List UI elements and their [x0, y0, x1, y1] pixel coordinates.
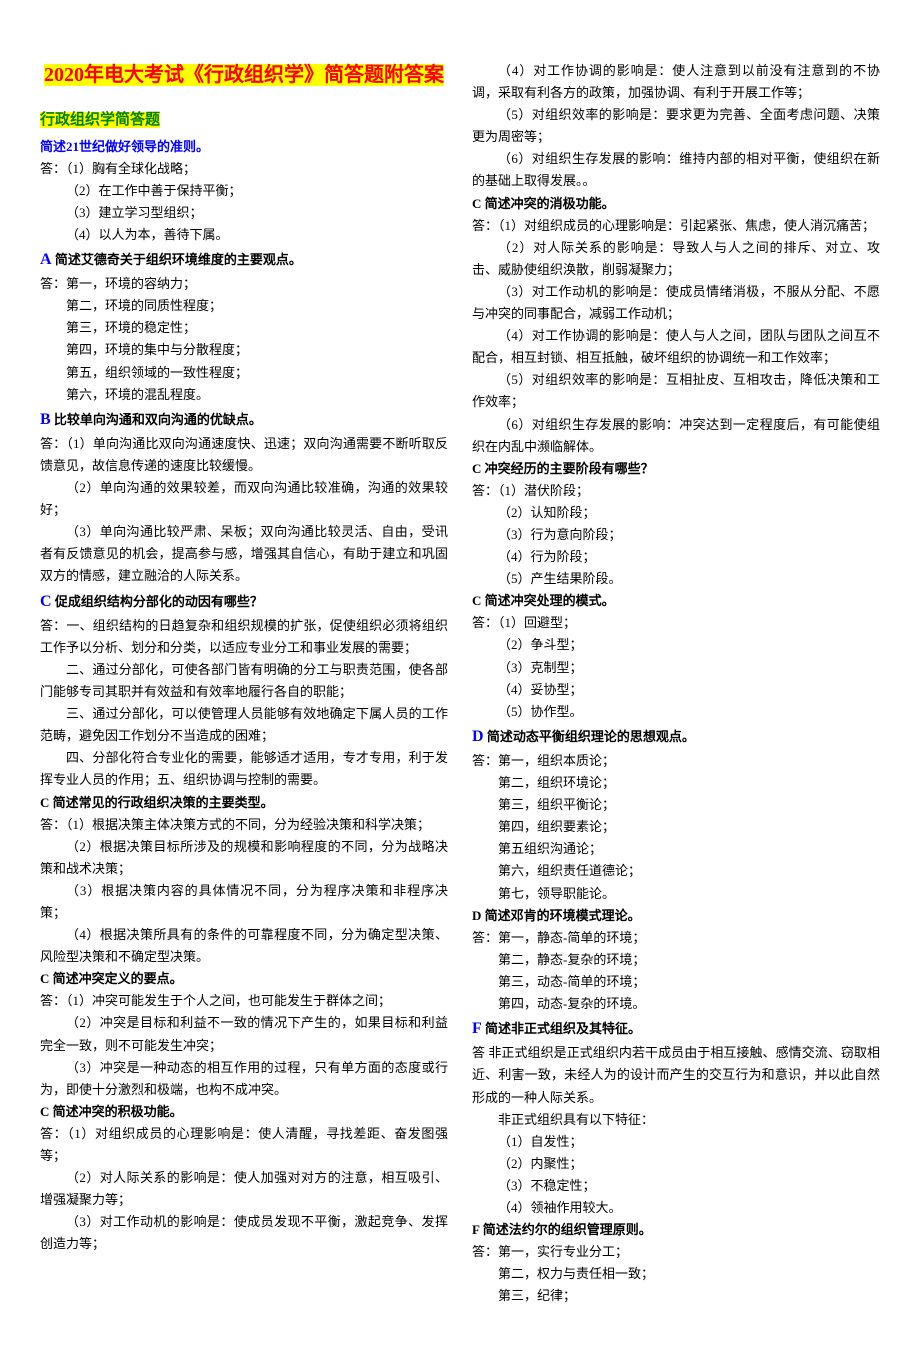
qA-a0: 答：第一，环境的容纳力； [40, 273, 448, 295]
qF1-a0: （1）自发性； [472, 1131, 880, 1153]
right-column: （4）对工作协调的影响是：使人注意到以前没有注意到的不协调，采取有利各方的政策，… [472, 60, 880, 1307]
qC2-a2: （3）根据决策内容的具体情况不同，分为程序决策和非程序决策； [40, 880, 448, 924]
qB-title: 比较单向沟通和双向沟通的优缺点。 [54, 412, 262, 427]
qF1-letter: F [472, 1020, 482, 1037]
qC5-a5: （6）对组织生存发展的影响：冲突达到一定程度后，有可能使组织在内乱中濒临解体。 [472, 414, 880, 458]
qB-a1: （2）单向沟通的效果较差，而双向沟通比较准确，沟通的效果较好； [40, 477, 448, 521]
left-column: 2020年电大考试《行政组织学》简答题附答案 行政组织学简答题 简述21世纪做好… [40, 60, 448, 1307]
qC4-title: C 简述冲突的积极功能。 [40, 1101, 448, 1123]
qA-a5: 第六，环境的混乱程度。 [40, 384, 448, 406]
qC7-a1: （2）争斗型； [472, 634, 880, 656]
qC2-a0: 答：（1）根据决策主体决策方式的不同，分为经验决策和科学决策； [40, 814, 448, 836]
qD2-a0: 答：第一，静态-简单的环境； [472, 927, 880, 949]
qC5-a1: （2）对人际关系的影响是：导致人与人之间的排斥、对立、攻击、威胁使组织涣散，削弱… [472, 237, 880, 281]
qC1-title: 促成组织结构分部化的动因有哪些？ [55, 594, 263, 609]
qD1-a5: 第六，组织责任道德论； [472, 860, 880, 882]
qF1-intro: 答 非正式组织是正式组织内若干成员由于相互接触、感情交流、窃取相近、利害一致，未… [472, 1042, 880, 1108]
qA-letter: A [40, 251, 52, 268]
qC5-a4: （5）对组织效率的影响是：互相扯皮、互相攻击，降低决策和工作效率； [472, 369, 880, 413]
qC2-a3: （4）根据决策所具有的条件的可靠程度不同，分为确定型决策、风险型决策和不确定型决… [40, 924, 448, 968]
qC2-a1: （2）根据决策目标所涉及的规模和影响程度的不同，分为战略决策和战术决策； [40, 836, 448, 880]
title-text: 年电大考试《行政组织学》简答题附答案 [84, 64, 444, 86]
qC6-title: C 冲突经历的主要阶段有哪些？ [472, 458, 880, 480]
qC4c-0: （4）对工作协调的影响是：使人注意到以前没有注意到的不协调，采取有利各方的政策，… [472, 60, 880, 104]
qB-a2: （3）单向沟通比较严肃、呆板；双向沟通比较灵活、自由，受讯者有反馈意见的机会，提… [40, 521, 448, 587]
qD2-a3: 第四，动态-复杂的环境。 [472, 993, 880, 1015]
qC3-title: C 简述冲突定义的要点。 [40, 968, 448, 990]
qC7-a4: （5）协作型。 [472, 701, 880, 723]
qF2-a1: 第二，权力与责任相一致； [472, 1263, 880, 1285]
qF2-a2: 第三，纪律； [472, 1285, 880, 1307]
section-header: 行政组织学简答题 [40, 112, 160, 128]
qC2-title: C 简述常见的行政组织决策的主要类型。 [40, 792, 448, 814]
q0-a2: （3）建立学习型组织； [40, 202, 448, 224]
qF2-a0: 答：第一，实行专业分工； [472, 1241, 880, 1263]
qC1-a3: 四、分部化符合专业化的需要，能够适才适用，专才专用，利于发挥专业人员的作用；五、… [40, 747, 448, 791]
qD1-a0: 答：第一，组织本质论； [472, 750, 880, 772]
qD2-a2: 第三，动态-简单的环境； [472, 971, 880, 993]
title-year: 2020 [44, 64, 84, 86]
qD2-a1: 第二，静态-复杂的环境； [472, 949, 880, 971]
qC5-a2: （3）对工作动机的影响是：使成员情绪消极，不服从分配、不愿与冲突的同事配合，减弱… [472, 281, 880, 325]
q0-a1: （2）在工作中善于保持平衡； [40, 180, 448, 202]
qC7-a0: 答：（1）回避型； [472, 612, 880, 634]
qD1-a6: 第七，领导职能论。 [472, 883, 880, 905]
qD1-a3: 第四，组织要素论； [472, 816, 880, 838]
qD1-letter: D [472, 728, 484, 745]
q0-a0: 答：（1）胸有全球化战略； [40, 158, 448, 180]
section-header-wrap: 行政组织学简答题 [40, 108, 448, 134]
qC1-a0: 答：一、组织结构的日趋复杂和组织规模的扩张，促使组织必须将组织工作予以分析、划分… [40, 615, 448, 659]
qF1-a2: （3）不稳定性； [472, 1175, 880, 1197]
qC7-title: C 简述冲突处理的模式。 [472, 590, 880, 612]
q0-a3: （4）以人为本，善待下属。 [40, 224, 448, 246]
qC5-a0: 答：（1）对组织成员的心理影响是：引起紧张、焦虑，使人消沉痛苦； [472, 215, 880, 237]
qC4c-1: （5）对组织效率的影响是：要求更为完善、全面考虑问题、决策更为周密等； [472, 104, 880, 148]
qD1-a2: 第三，组织平衡论； [472, 794, 880, 816]
qC1-heading: C 促成组织结构分部化的动因有哪些？ [40, 588, 448, 615]
qF1-a3: （4）领袖作用较大。 [472, 1197, 880, 1219]
qC5-a3: （4）对工作协调的影响是：使人与人之间，团队与团队之间互不配合，相互封锁、相互抵… [472, 325, 880, 369]
qD1-title: 简述动态平衡组织理论的思想观点。 [487, 729, 695, 744]
qF1-a1: （2）内聚性； [472, 1153, 880, 1175]
qC4c-2: （6）对组织生存发展的影响：维持内部的相对平衡，使组织在新的基础上取得发展。。 [472, 148, 880, 192]
qC6-a0: 答：（1）潜伏阶段； [472, 480, 880, 502]
qD1-a4: 第五组织沟通论； [472, 838, 880, 860]
qC4-a0: 答：（1）对组织成员的心理影响是：使人清醒，寻找差距、奋发图强等； [40, 1123, 448, 1167]
q0-title: 简述21世纪做好领导的准则。 [40, 136, 448, 158]
qC3-a1: （2）冲突是目标和利益不一致的情况下产生的，如果目标和利益完全一致，则不可能发生… [40, 1012, 448, 1056]
qB-letter: B [40, 411, 51, 428]
qA-a4: 第五，组织领域的一致性程度； [40, 362, 448, 384]
qC6-a2: （3）行为意向阶段； [472, 524, 880, 546]
qF1-title: 简述非正式组织及其特征。 [485, 1021, 641, 1036]
qB-heading: B 比较单向沟通和双向沟通的优缺点。 [40, 406, 448, 433]
qA-heading: A 简述艾德奇关于组织环境维度的主要观点。 [40, 246, 448, 273]
qC3-a2: （3）冲突是一种动态的相互作用的过程，只有单方面的态度或行为，即使十分激烈和极端… [40, 1057, 448, 1101]
qC1-letter: C [40, 593, 52, 610]
qA-title: 简述艾德奇关于组织环境维度的主要观点。 [55, 252, 302, 267]
qA-a2: 第三，环境的稳定性； [40, 317, 448, 339]
qF2-title: F 简述法约尔的组织管理原则。 [472, 1219, 880, 1241]
qC5-title: C 简述冲突的消极功能。 [472, 193, 880, 215]
qC4-a2: （3）对工作动机的影响是：使成员发现不平衡，激起竞争、发挥创造力等； [40, 1211, 448, 1255]
qC7-a3: （4）妥协型； [472, 679, 880, 701]
qD1-heading: D 简述动态平衡组织理论的思想观点。 [472, 723, 880, 750]
qF1-sub: 非正式组织具有以下特征： [472, 1109, 880, 1131]
qC1-a2: 三、通过分部化，可以使管理人员能够有效地确定下属人员的工作范畴，避免因工作划分不… [40, 703, 448, 747]
qC6-a1: （2）认知阶段； [472, 502, 880, 524]
qC6-a3: （4）行为阶段； [472, 546, 880, 568]
qC6-a4: （5）产生结果阶段。 [472, 568, 880, 590]
qA-a3: 第四，环境的集中与分散程度； [40, 339, 448, 361]
qB-a0: 答：（1）单向沟通比双向沟通速度快、迅速；双向沟通需要不断听取反馈意见，故信息传… [40, 433, 448, 477]
qD2-title: D 简述邓肯的环境模式理论。 [472, 905, 880, 927]
qC4-a1: （2）对人际关系的影响是：使人加强对对方的注意，相互吸引、增强凝聚力等； [40, 1167, 448, 1211]
document-title: 2020年电大考试《行政组织学》简答题附答案 [40, 60, 448, 90]
qC1-a1: 二、通过分部化，可使各部门皆有明确的分工与职责范围，使各部门能够专司其职并有效益… [40, 659, 448, 703]
qF1-heading: F 简述非正式组织及其特征。 [472, 1015, 880, 1042]
qA-a1: 第二，环境的同质性程度； [40, 295, 448, 317]
qC7-a2: （3）克制型； [472, 657, 880, 679]
qD1-a1: 第二，组织环境论； [472, 772, 880, 794]
qC3-a0: 答：（1）冲突可能发生于个人之间，也可能发生于群体之间； [40, 990, 448, 1012]
